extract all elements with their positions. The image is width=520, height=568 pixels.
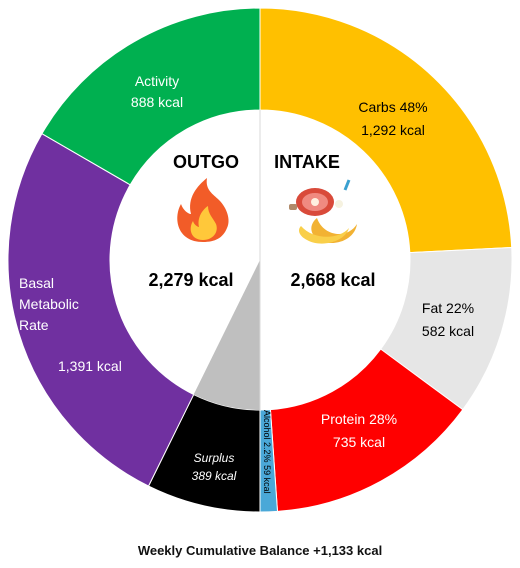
- chart-caption: Weekly Cumulative Balance +1,133 kcal: [137, 543, 383, 558]
- intake-heading: INTAKE: [274, 152, 340, 172]
- carbs-label: Carbs 48%: [358, 99, 427, 115]
- outgo-total: 2,279 kcal: [148, 270, 233, 290]
- protein-value: 735 kcal: [333, 434, 385, 450]
- activity-value: 888 kcal: [131, 94, 183, 110]
- donut-chart: OUTGO INTAKE 2,279 kcal 2,668 kcal Activ…: [7, 7, 513, 513]
- bmr-value: 1,391 kcal: [58, 358, 122, 374]
- outgo-activity-segment: [41, 7, 261, 186]
- carbs-value: 1,292 kcal: [361, 122, 425, 138]
- bmr-label-line-3: Rate: [19, 317, 49, 333]
- surplus-value: 389 kcal: [192, 469, 237, 483]
- intake-total: 2,668 kcal: [290, 270, 375, 290]
- food-icon: [289, 179, 357, 244]
- fat-value: 582 kcal: [422, 323, 474, 339]
- flame-icon: [177, 178, 229, 242]
- surplus-label: Surplus: [194, 451, 235, 465]
- protein-label: Protein 28%: [321, 411, 397, 427]
- bmr-label-line-1: Basal: [19, 275, 54, 291]
- fat-label: Fat 22%: [422, 300, 474, 316]
- activity-label: Activity: [135, 73, 179, 89]
- surplus-inner-wedge: [193, 260, 260, 410]
- bmr-label-line-2: Metabolic: [19, 296, 79, 312]
- alcohol-label: Alcohol 2.2% 59 kcal: [262, 410, 272, 494]
- outgo-heading: OUTGO: [173, 152, 239, 172]
